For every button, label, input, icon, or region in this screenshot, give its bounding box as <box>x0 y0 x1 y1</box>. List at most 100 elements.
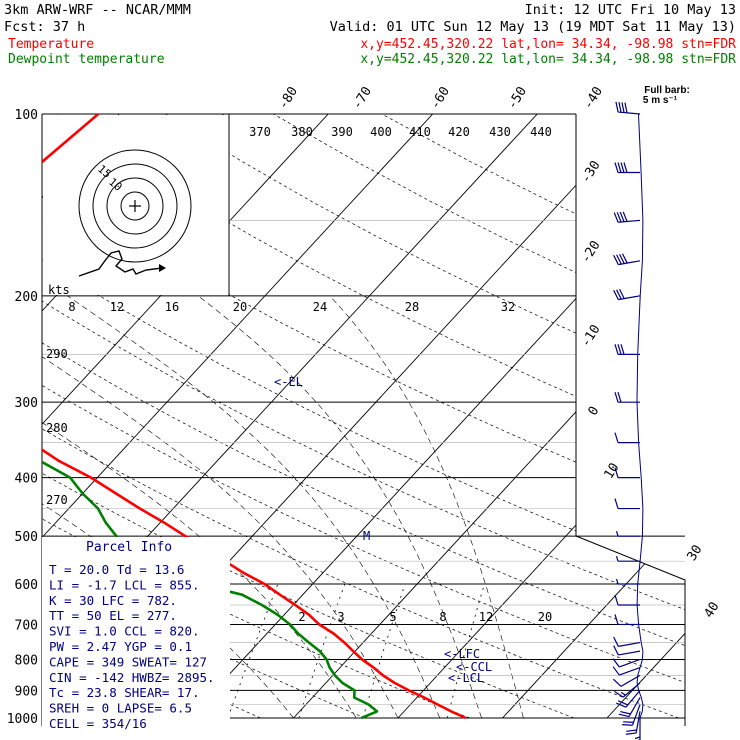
pressure-label-600: 600 <box>15 578 38 593</box>
barb-legend-title: Full barb: <box>644 85 690 96</box>
pressure-label-1000: 1000 <box>7 712 38 727</box>
inset-theta-tick-390: 390 <box>331 125 353 139</box>
wind-barb <box>614 467 640 479</box>
pressure-label-100: 100 <box>15 108 38 123</box>
mixing-ratio-line <box>227 583 279 719</box>
dry-adiabat <box>273 114 685 719</box>
right-temp-tick-40: 40 <box>702 600 723 621</box>
mixing-ratio-label-20: 20 <box>538 610 552 624</box>
wind-barb <box>614 432 640 444</box>
wind-barb-flag <box>622 211 628 222</box>
wind-barb-flag <box>614 498 619 509</box>
wind-barb <box>613 645 641 656</box>
hodograph-trace <box>78 250 163 277</box>
pressure-label-200: 200 <box>15 290 38 305</box>
right-temp-tick-0: 0 <box>586 404 603 419</box>
moist-adiabat <box>329 295 524 719</box>
wind-barb-staff <box>631 704 641 726</box>
parcel-info-row: K = 30 LFC = 782. <box>49 593 177 608</box>
parcel-info-row: LI = -1.7 LCL = 855. <box>49 577 200 592</box>
parcel-info-row: CAPE = 349 SWEAT= 127 <box>49 654 207 669</box>
right-temp-tick-10: 10 <box>602 461 623 482</box>
inset-speed-tick-12: 12 <box>110 300 124 314</box>
inset-theta-tick-430: 430 <box>489 125 511 139</box>
wind-barb <box>614 162 640 174</box>
wind-barb-flag <box>622 724 633 726</box>
wind-barb-flag <box>621 102 625 113</box>
theta-label-270: 270 <box>46 493 68 507</box>
wind-barb-staff <box>628 697 641 717</box>
parcel-info-row: T = 20.0 Td = 13.6 <box>49 562 184 577</box>
moist-adiabat <box>67 295 441 719</box>
hodograph-ring <box>92 163 178 249</box>
mixing-ratio-label-12: 12 <box>479 610 493 624</box>
mixing-ratio-label-8: 8 <box>439 610 446 624</box>
wind-barb-half <box>620 691 626 696</box>
wind-barb <box>622 704 641 726</box>
inset-theta-tick-410: 410 <box>409 125 431 139</box>
theta-label-280: 280 <box>46 421 68 435</box>
hodograph-arrow-head <box>159 264 166 272</box>
inset-theta-tick-400: 400 <box>370 125 392 139</box>
wind-barb-flag <box>619 211 625 222</box>
parcel-info-row: PW = 2.47 YGP = 0.1 <box>49 639 192 654</box>
top-temp-tick--60: -60 <box>428 84 453 112</box>
wind-barb-flag <box>614 594 619 606</box>
wind-barb-flag <box>614 344 619 355</box>
wind-barb-flag <box>617 344 622 355</box>
wind-barb-flag <box>620 711 631 715</box>
wind-barb-flag <box>623 162 628 173</box>
wind-barb-flag <box>614 432 619 443</box>
inset-theta-tick-370: 370 <box>249 125 271 139</box>
dry-adiabat <box>381 114 685 719</box>
wind-barb-staff <box>620 674 641 687</box>
wind-barb <box>613 289 641 301</box>
wind-barb-flag <box>613 636 619 647</box>
pressure-label-800: 800 <box>15 653 38 668</box>
wind-barb <box>614 498 640 510</box>
temperature-legend: Temperature <box>8 37 94 52</box>
wind-barb-staff <box>618 650 641 656</box>
wind-barb <box>614 594 640 606</box>
wind-barb-flag <box>618 101 622 113</box>
wind-barb-flag <box>626 729 637 732</box>
inset-speed-unit: kts <box>48 283 70 297</box>
wind-barb-staff <box>619 658 641 668</box>
parcel-info-title: Parcel Info <box>86 540 172 555</box>
inset-speed-tick-24: 24 <box>313 300 327 314</box>
annotation: <-CCL <box>456 660 492 674</box>
top-temp-tick--50: -50 <box>505 84 530 112</box>
top-temp-tick--70: -70 <box>350 84 375 112</box>
inset-speed-tick-16: 16 <box>165 300 179 314</box>
wind-barb-flag <box>613 212 619 223</box>
wind-barb-staff <box>618 219 641 223</box>
isotherm <box>42 114 329 719</box>
init-time: Init: 12 UTC Fri 10 May 13 <box>525 2 736 18</box>
wind-barb <box>612 674 641 687</box>
pressure-label-400: 400 <box>15 472 38 487</box>
moist-adiabat <box>42 295 399 719</box>
wind-barb-staff <box>622 682 641 698</box>
inset-theta-tick-420: 420 <box>448 125 470 139</box>
parcel-info-row: CELL = 354/16 <box>49 716 147 731</box>
isotherm <box>188 114 685 719</box>
barb-legend-unit: 5 m s⁻¹ <box>643 95 678 106</box>
wind-barb-flag <box>614 467 619 478</box>
mixing-ratio-label-2: 2 <box>298 610 305 624</box>
isotherm <box>712 114 740 718</box>
mixing-ratio-line <box>362 583 406 719</box>
annotation: M <box>363 529 370 543</box>
inset-theta-tick-440: 440 <box>530 125 552 139</box>
mixing-ratio-label-3: 3 <box>337 610 344 624</box>
wind-barb <box>613 636 641 647</box>
wind-barb-flag <box>619 289 625 299</box>
wind-barb-flag <box>615 101 619 113</box>
wind-profile-line <box>636 113 644 719</box>
wind-barb <box>612 666 641 676</box>
wind-barb-flag <box>612 666 620 676</box>
wind-barb-flag <box>620 344 625 355</box>
inset-speed-tick-28: 28 <box>405 300 419 314</box>
temperature-location: x,y=452.45,320.22 lat,lon= 34.34, -98.98… <box>360 37 736 52</box>
hodograph-ring <box>106 177 164 235</box>
wind-barb <box>614 614 640 626</box>
